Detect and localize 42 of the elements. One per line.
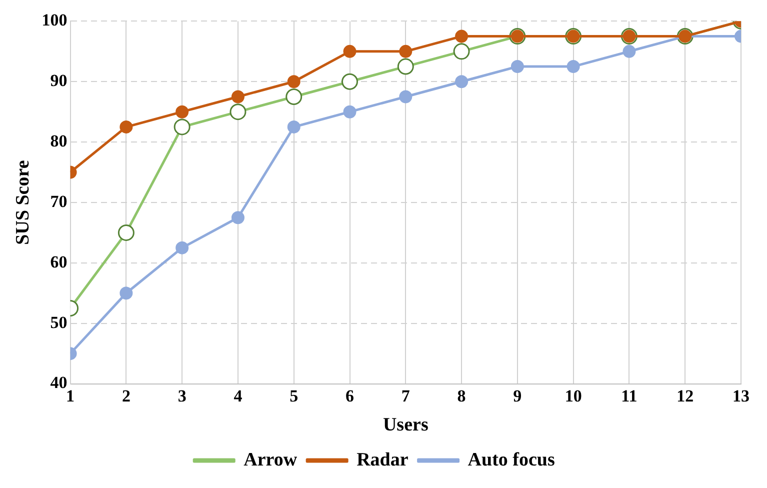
point — [120, 286, 133, 300]
x-tick-label: 12 — [676, 386, 694, 406]
y-tick-label: 80 — [50, 131, 68, 150]
x-tick-label: 3 — [178, 386, 186, 406]
x-tick-label: 9 — [513, 386, 522, 406]
point — [287, 75, 300, 88]
x-tick-label: 2 — [122, 386, 130, 406]
legend-label: Radar — [356, 449, 409, 470]
point — [231, 211, 244, 224]
y-tick-label: 70 — [50, 192, 68, 211]
x-tick-label: 10 — [564, 386, 582, 406]
y-tick-label: 90 — [50, 71, 68, 90]
x-tick-label: 13 — [732, 386, 750, 406]
point — [176, 241, 189, 254]
point — [510, 60, 524, 74]
point — [566, 60, 580, 74]
x-tick-label: 7 — [401, 386, 410, 406]
y-tick-label: 100 — [42, 10, 68, 30]
point — [399, 90, 412, 104]
point — [399, 44, 412, 58]
legend-label: Auto focus — [468, 449, 555, 470]
x-tick-label: 4 — [234, 386, 243, 406]
x-tick-label: 5 — [290, 386, 298, 406]
y-tick-label: 50 — [50, 312, 68, 332]
x-axis-title: Users — [382, 414, 428, 436]
y-tick-label: 60 — [50, 252, 68, 272]
legend-label: Arrow — [244, 449, 298, 470]
point — [455, 30, 468, 43]
point — [231, 90, 244, 104]
x-tick-label: 8 — [457, 386, 466, 406]
y-axis-title: SUS Score — [12, 160, 34, 245]
y-tick-label: 40 — [50, 373, 68, 392]
x-tick-label: 1 — [66, 386, 75, 406]
point — [455, 75, 468, 88]
x-tick-label: 6 — [346, 386, 354, 406]
point — [343, 44, 356, 58]
point — [287, 120, 300, 134]
x-tick-label: 11 — [621, 386, 638, 406]
point — [343, 105, 356, 118]
point — [622, 44, 636, 58]
point — [120, 120, 133, 134]
point — [176, 105, 189, 118]
